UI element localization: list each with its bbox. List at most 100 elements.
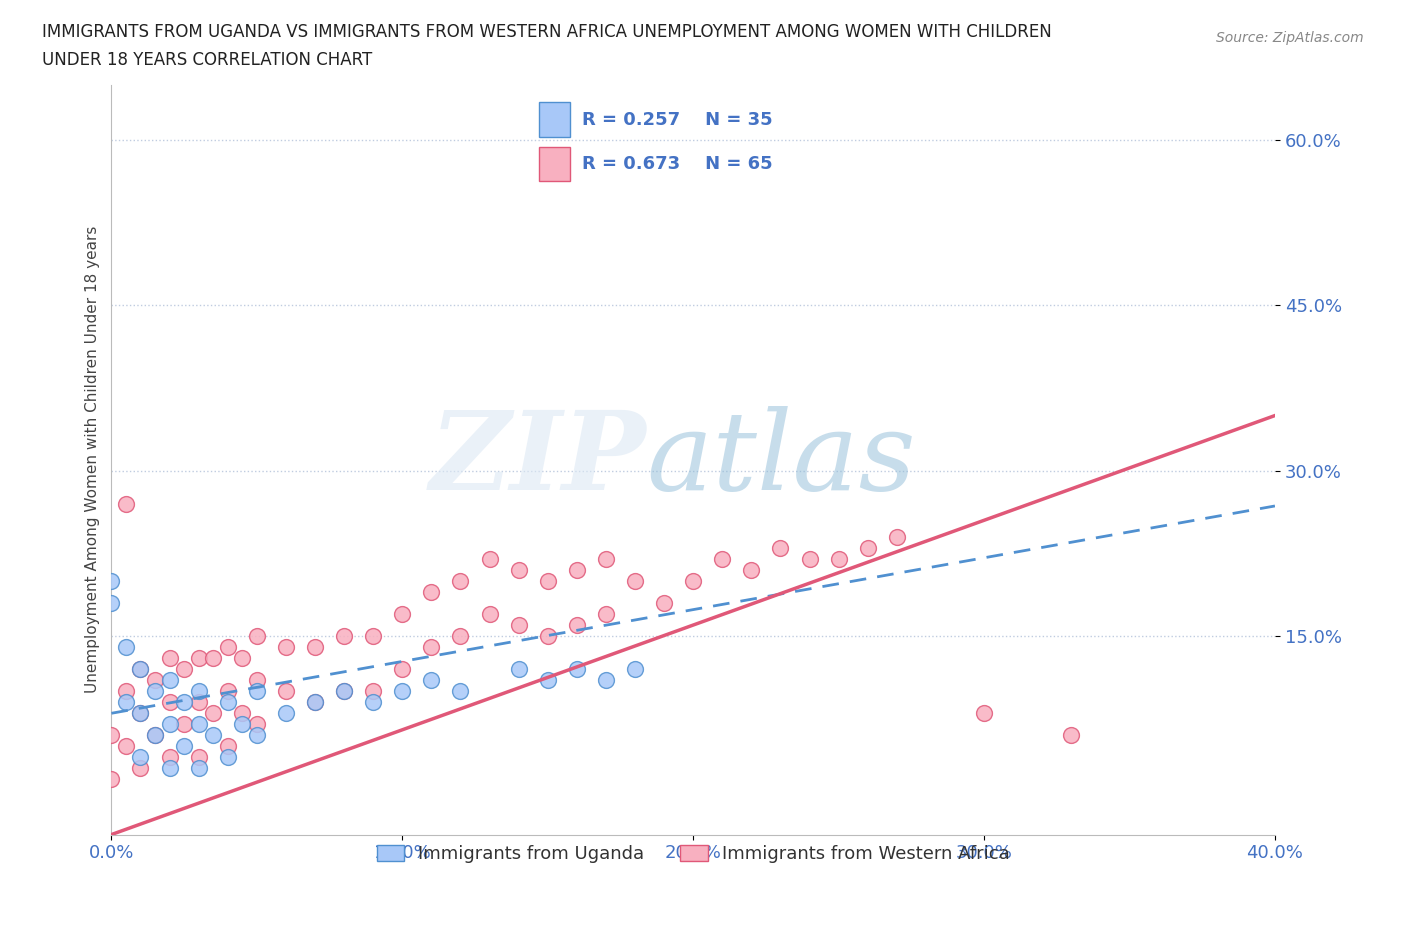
Point: [624, 574, 647, 589]
Point: [595, 551, 617, 566]
Text: Source: ZipAtlas.com: Source: ZipAtlas.com: [1216, 31, 1364, 45]
Point: [231, 717, 253, 732]
Point: [682, 574, 704, 589]
Point: [246, 672, 269, 687]
Point: [361, 695, 384, 710]
Point: [187, 651, 209, 666]
Point: [274, 684, 297, 698]
Point: [508, 563, 530, 578]
Point: [391, 684, 413, 698]
Point: [159, 672, 181, 687]
Point: [231, 706, 253, 721]
Point: [173, 695, 195, 710]
Point: [159, 717, 181, 732]
Text: UNDER 18 YEARS CORRELATION CHART: UNDER 18 YEARS CORRELATION CHART: [42, 51, 373, 69]
Point: [595, 672, 617, 687]
Point: [217, 750, 239, 764]
Point: [246, 684, 269, 698]
Point: [187, 684, 209, 698]
Point: [159, 651, 181, 666]
Point: [304, 695, 326, 710]
Point: [115, 695, 138, 710]
Point: [129, 706, 152, 721]
Point: [202, 728, 225, 743]
Point: [565, 662, 588, 677]
Point: [246, 728, 269, 743]
Point: [827, 551, 849, 566]
Point: [100, 772, 122, 787]
Point: [129, 706, 152, 721]
Point: [799, 551, 821, 566]
Point: [159, 695, 181, 710]
Point: [100, 595, 122, 610]
Point: [333, 629, 356, 644]
Point: [115, 684, 138, 698]
Point: [391, 606, 413, 621]
Point: [115, 739, 138, 754]
Point: [1060, 728, 1083, 743]
Point: [143, 728, 166, 743]
Point: [565, 618, 588, 632]
Legend: Immigrants from Uganda, Immigrants from Western Africa: Immigrants from Uganda, Immigrants from …: [370, 838, 1017, 870]
Point: [304, 695, 326, 710]
Point: [202, 651, 225, 666]
Point: [624, 662, 647, 677]
Point: [231, 651, 253, 666]
Point: [187, 695, 209, 710]
Point: [537, 574, 560, 589]
Point: [115, 497, 138, 512]
Point: [478, 551, 501, 566]
Point: [652, 595, 675, 610]
Text: atlas: atlas: [647, 405, 917, 513]
Point: [361, 629, 384, 644]
Point: [420, 672, 443, 687]
Point: [508, 618, 530, 632]
Point: [187, 717, 209, 732]
Point: [740, 563, 762, 578]
Point: [246, 629, 269, 644]
Point: [217, 684, 239, 698]
Point: [565, 563, 588, 578]
Point: [420, 640, 443, 655]
Point: [187, 750, 209, 764]
Point: [420, 585, 443, 600]
Point: [217, 739, 239, 754]
Point: [246, 717, 269, 732]
Point: [508, 662, 530, 677]
Point: [143, 672, 166, 687]
Point: [173, 717, 195, 732]
Point: [450, 629, 472, 644]
Point: [391, 662, 413, 677]
Point: [333, 684, 356, 698]
Point: [129, 750, 152, 764]
Text: ZIP: ZIP: [430, 405, 647, 513]
Point: [143, 728, 166, 743]
Point: [450, 574, 472, 589]
Point: [274, 640, 297, 655]
Point: [595, 606, 617, 621]
Point: [537, 672, 560, 687]
Point: [115, 640, 138, 655]
Point: [143, 684, 166, 698]
Point: [274, 706, 297, 721]
Point: [973, 706, 995, 721]
Point: [217, 640, 239, 655]
Point: [129, 761, 152, 776]
Point: [856, 540, 879, 555]
Point: [450, 684, 472, 698]
Point: [173, 739, 195, 754]
Point: [886, 529, 908, 544]
Point: [537, 629, 560, 644]
Point: [187, 761, 209, 776]
Point: [304, 640, 326, 655]
Point: [478, 606, 501, 621]
Point: [711, 551, 734, 566]
Point: [159, 750, 181, 764]
Point: [173, 662, 195, 677]
Text: IMMIGRANTS FROM UGANDA VS IMMIGRANTS FROM WESTERN AFRICA UNEMPLOYMENT AMONG WOME: IMMIGRANTS FROM UGANDA VS IMMIGRANTS FRO…: [42, 23, 1052, 41]
Point: [129, 662, 152, 677]
Point: [100, 574, 122, 589]
Y-axis label: Unemployment Among Women with Children Under 18 years: Unemployment Among Women with Children U…: [86, 226, 100, 694]
Point: [202, 706, 225, 721]
Point: [129, 662, 152, 677]
